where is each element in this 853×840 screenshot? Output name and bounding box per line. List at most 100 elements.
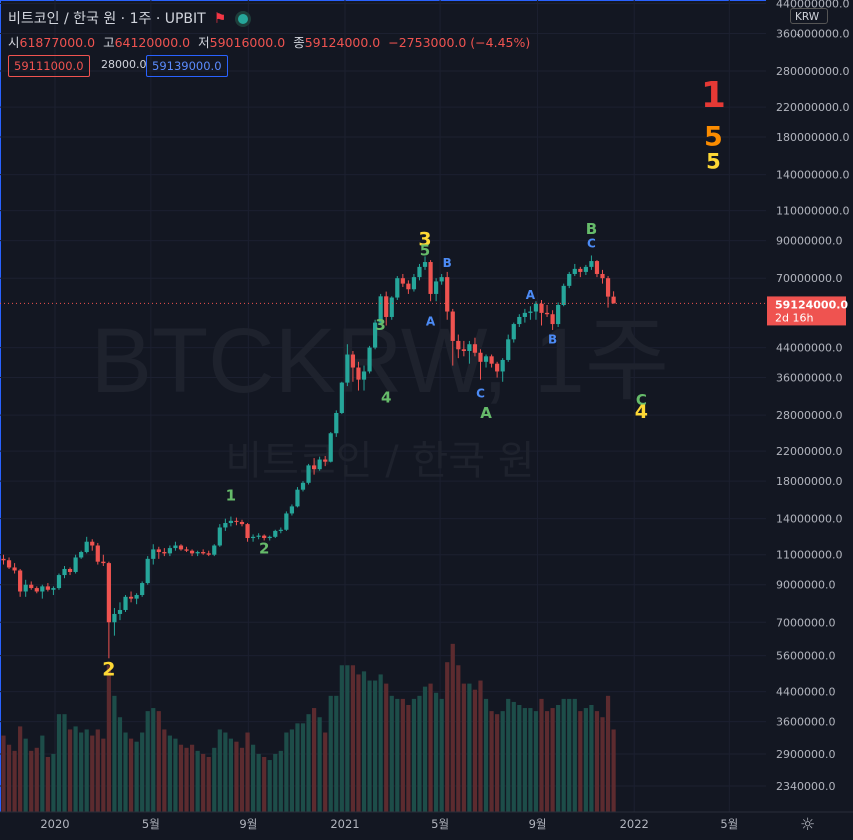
candle[interactable] xyxy=(67,567,73,576)
candle[interactable] xyxy=(12,563,17,574)
candle[interactable] xyxy=(361,365,367,391)
candle[interactable] xyxy=(594,260,600,278)
candle[interactable] xyxy=(345,344,350,387)
candle[interactable] xyxy=(389,296,394,320)
candle[interactable] xyxy=(162,548,167,557)
candle[interactable] xyxy=(417,263,422,281)
candle[interactable] xyxy=(500,358,505,382)
candle[interactable] xyxy=(445,271,450,320)
currency-select[interactable]: KRW ⌄ xyxy=(790,8,828,38)
candle[interactable] xyxy=(489,354,494,368)
candle[interactable] xyxy=(378,293,383,325)
candle[interactable] xyxy=(306,463,311,485)
candle[interactable] xyxy=(267,535,272,541)
candle[interactable] xyxy=(195,550,200,557)
candle[interactable] xyxy=(411,273,417,292)
candle[interactable] xyxy=(300,481,306,492)
candle[interactable] xyxy=(184,546,189,553)
symbol-header[interactable]: 비트코인 / 한국 원 · 1주 · UPBIT ⚑ xyxy=(8,8,249,28)
candle[interactable] xyxy=(289,504,295,516)
candle[interactable] xyxy=(123,595,128,612)
candle[interactable] xyxy=(533,301,539,320)
candle[interactable] xyxy=(6,557,12,569)
bid-price-button[interactable]: 59111000.0 xyxy=(8,55,90,77)
candle[interactable] xyxy=(589,255,594,270)
gear-icon[interactable]: ☼ xyxy=(800,815,816,835)
candle[interactable] xyxy=(34,586,39,594)
candle[interactable] xyxy=(262,534,267,541)
candle[interactable] xyxy=(539,299,544,326)
candle[interactable] xyxy=(29,581,34,590)
candle[interactable] xyxy=(228,516,234,527)
candle[interactable] xyxy=(517,314,522,327)
candle[interactable] xyxy=(350,351,356,382)
candle[interactable] xyxy=(495,361,500,378)
candle[interactable] xyxy=(317,456,322,471)
candle[interactable] xyxy=(167,545,172,557)
candle[interactable] xyxy=(134,593,139,605)
candle[interactable] xyxy=(428,260,433,302)
candle[interactable] xyxy=(544,305,550,317)
candle[interactable] xyxy=(23,579,28,597)
candle[interactable] xyxy=(472,337,478,357)
candle[interactable] xyxy=(434,278,439,302)
candle[interactable] xyxy=(367,345,372,374)
candle[interactable] xyxy=(567,271,572,289)
candle[interactable] xyxy=(189,549,195,557)
candle[interactable] xyxy=(605,276,611,308)
candle[interactable] xyxy=(79,550,84,559)
candle[interactable] xyxy=(295,487,300,508)
candle[interactable] xyxy=(323,455,328,467)
candle[interactable] xyxy=(483,354,489,368)
candle[interactable] xyxy=(178,544,184,551)
candle[interactable] xyxy=(112,608,117,636)
candle[interactable] xyxy=(40,584,45,599)
candle[interactable] xyxy=(450,308,455,366)
candle[interactable] xyxy=(578,266,583,278)
candle[interactable] xyxy=(84,536,89,554)
candle[interactable] xyxy=(256,533,261,540)
candle[interactable] xyxy=(422,256,428,270)
candle[interactable] xyxy=(156,546,161,559)
candle[interactable] xyxy=(311,458,317,475)
candle[interactable] xyxy=(356,361,361,391)
candle[interactable] xyxy=(611,291,616,304)
candle[interactable] xyxy=(217,524,222,547)
candle[interactable] xyxy=(334,410,339,437)
candle[interactable] xyxy=(273,529,278,539)
candle[interactable] xyxy=(223,518,228,531)
ask-price-button[interactable]: 59139000.0 xyxy=(146,55,228,77)
candle[interactable] xyxy=(278,527,283,534)
candle[interactable] xyxy=(62,566,67,579)
candle[interactable] xyxy=(212,544,217,557)
candle[interactable] xyxy=(106,561,111,659)
candle[interactable] xyxy=(478,349,483,380)
candle[interactable] xyxy=(250,534,256,542)
candle[interactable] xyxy=(101,554,106,567)
candle[interactable] xyxy=(117,602,123,621)
candle[interactable] xyxy=(51,586,56,596)
candle[interactable] xyxy=(467,340,472,364)
candle[interactable] xyxy=(140,581,145,597)
candle[interactable] xyxy=(328,432,333,463)
candle[interactable] xyxy=(1,554,6,565)
candle[interactable] xyxy=(373,319,378,350)
candle[interactable] xyxy=(556,302,561,327)
candle[interactable] xyxy=(400,273,405,287)
candle[interactable] xyxy=(506,334,511,362)
candle[interactable] xyxy=(45,583,50,592)
candle[interactable] xyxy=(395,276,400,300)
candle[interactable] xyxy=(245,523,250,542)
candle[interactable] xyxy=(461,340,466,357)
candle[interactable] xyxy=(173,541,178,551)
candle[interactable] xyxy=(572,263,577,277)
candle[interactable] xyxy=(128,591,134,603)
candle[interactable] xyxy=(550,310,555,330)
candle[interactable] xyxy=(528,306,533,320)
candle[interactable] xyxy=(284,511,289,531)
candle[interactable] xyxy=(600,269,605,284)
candle[interactable] xyxy=(234,517,239,526)
candle[interactable] xyxy=(56,573,62,590)
candle[interactable] xyxy=(201,549,206,555)
candle[interactable] xyxy=(561,283,566,307)
